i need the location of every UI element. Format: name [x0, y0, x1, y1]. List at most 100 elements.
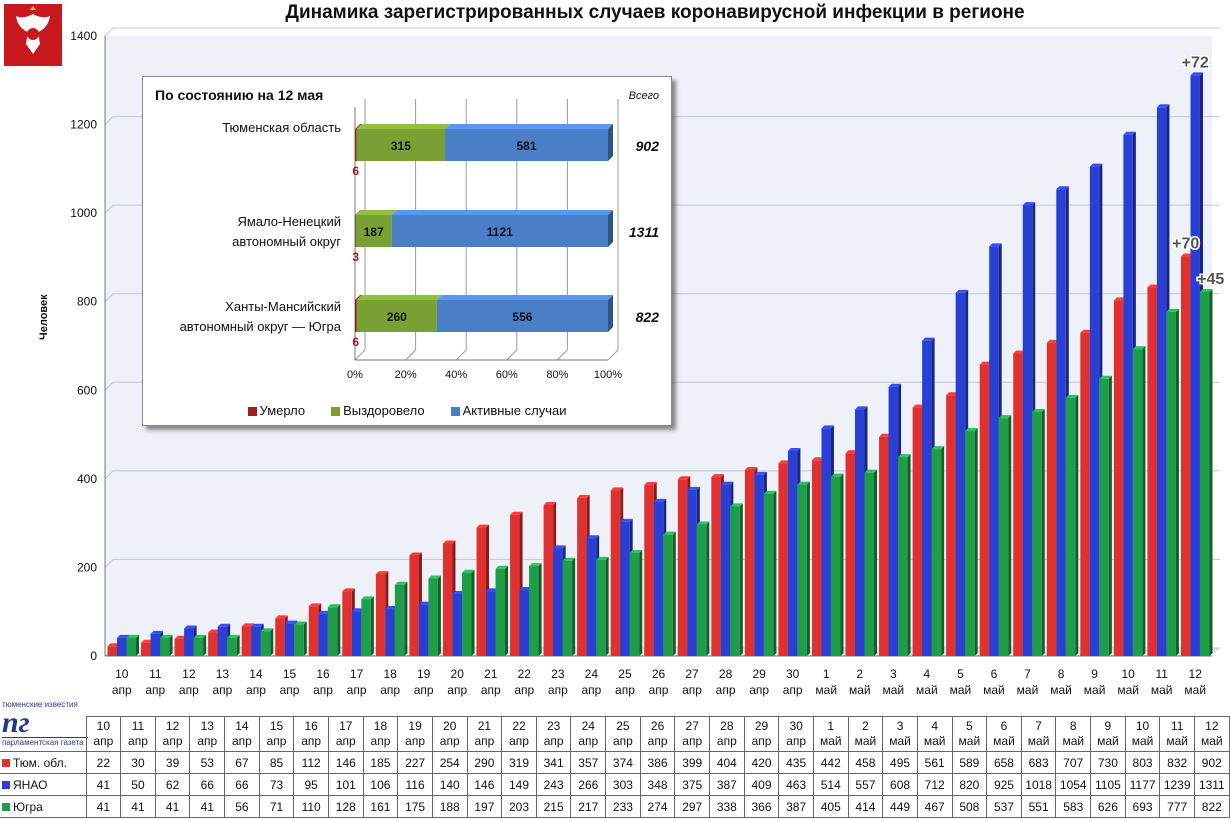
- yanao-bar-top: [251, 623, 264, 627]
- table-row: Тюм. обл. 22 30 39 53 67 85 112 146 185 227 254 290 3…: [0, 751, 1230, 774]
- table-cell: 41: [189, 795, 226, 818]
- yugra-bar: [193, 637, 204, 656]
- tyumen-bar-top: [409, 552, 422, 556]
- yugra-bar-side: [974, 428, 978, 656]
- tyumen-bar: [677, 479, 688, 656]
- inset-recovered-segment: [356, 129, 446, 161]
- table-cell: 357: [570, 751, 607, 774]
- tyumen-bar: [141, 642, 151, 656]
- table-cell: 348: [639, 773, 676, 796]
- table-cell: 366: [743, 795, 780, 818]
- table-cell: 41: [120, 795, 156, 818]
- yugra-bar: [394, 584, 405, 656]
- yanao-bar: [217, 626, 228, 656]
- tyumen-bar: [275, 618, 285, 656]
- table-cell: 707: [1055, 751, 1092, 774]
- yugra-bar-top: [193, 634, 207, 638]
- y-axis-label: Человек: [38, 294, 50, 340]
- table-cell: 803: [1124, 751, 1161, 774]
- table-cell: 233: [605, 795, 641, 818]
- table-cell: 243: [535, 773, 572, 796]
- yanao-bar: [687, 489, 697, 656]
- table-cell: 53: [189, 751, 226, 774]
- table-cell: 106: [362, 773, 399, 796]
- x-tick-month: апр: [749, 683, 769, 697]
- inset-row-label: Ямало-Ненецкий: [237, 214, 341, 229]
- legend-item-died: Умерло: [247, 403, 305, 418]
- inset-x-tick: 0%: [347, 369, 363, 381]
- inset-grid-diagonal: [455, 349, 467, 361]
- yanao-bar-top: [351, 608, 365, 612]
- yanao-bar: [150, 633, 161, 656]
- yugra-bar-top: [394, 581, 408, 585]
- tyumen-bar: [577, 497, 587, 656]
- table-cell: 112: [293, 751, 329, 774]
- x-tick-day: 27: [685, 667, 699, 681]
- yanao-bar: [1156, 107, 1167, 657]
- y-tick-label: 1000: [70, 206, 97, 220]
- yanao-bar-top: [787, 447, 801, 451]
- x-tick-day: 2: [856, 667, 863, 681]
- table-cell: 1311: [1194, 773, 1230, 796]
- table-cell: 405: [812, 795, 849, 818]
- table-cell: 1105: [1090, 773, 1126, 796]
- table-cell: 41: [85, 773, 122, 796]
- table-date-header: 11 май: [1159, 716, 1195, 752]
- yanao-bar: [821, 428, 831, 656]
- x-tick-day: 11: [1155, 667, 1168, 681]
- status-inset-chart: 0% 20% 40% 60% 80% 100% 315 581 6 902 Тюменская об…: [142, 76, 672, 426]
- inset-active-segment-top: [436, 295, 613, 300]
- table-cell: 1239: [1159, 773, 1195, 796]
- x-tick-month: апр: [581, 683, 601, 697]
- tyumen-bar: [174, 638, 185, 656]
- tyumen-bar-top: [778, 460, 791, 464]
- table-cell: 188: [431, 795, 468, 818]
- x-tick-month: май: [849, 683, 871, 697]
- page-title: Динамика зарегистрированных случаев коро…: [285, 2, 1025, 23]
- yugra-bar-top: [663, 531, 676, 535]
- inset-recovered-segment: [356, 300, 437, 332]
- tyumen-bar-top: [1180, 253, 1194, 257]
- yugra-bar-side: [1108, 375, 1112, 656]
- inset-total-label: Всего: [628, 90, 659, 102]
- x-tick-day: 21: [484, 667, 498, 681]
- tyumen-bar: [610, 490, 621, 656]
- table-date-header: 3 май: [882, 716, 918, 752]
- table-date-header: 10 апр: [85, 716, 122, 752]
- table-header-row: 10 апр 11 апр 12 апр 13 апр 14 апр 15 апр 16 апр 17 апр…: [0, 716, 1230, 752]
- x-tick-month: апр: [481, 683, 501, 697]
- x-tick-day: 29: [752, 667, 766, 681]
- yugra-bar-top: [529, 563, 542, 567]
- logo-mark: пг: [2, 706, 30, 739]
- inset-grid-diagonal: [607, 349, 619, 361]
- table-cell: 495: [882, 751, 918, 774]
- inset-value-label: 1121: [487, 225, 513, 239]
- yanao-bar: [284, 623, 295, 656]
- yanao-bar-top: [922, 337, 935, 341]
- yanao-bar: [1190, 75, 1200, 656]
- tyumen-bar: [442, 543, 453, 656]
- x-tick-day: 6: [991, 667, 998, 681]
- table-cell: 73: [258, 773, 295, 796]
- yugra-bar-top: [495, 565, 509, 569]
- tyumen-bar-top: [610, 487, 624, 491]
- table-cell: 274: [639, 795, 676, 818]
- table-cell: 1177: [1124, 773, 1161, 796]
- yugra-bar: [160, 637, 170, 656]
- yugra-bar-side: [1175, 308, 1179, 656]
- yanao-bar: [486, 591, 496, 656]
- x-tick-month: апр: [347, 683, 367, 697]
- yugra-bar-side: [538, 563, 542, 656]
- tyumen-bar: [375, 574, 386, 656]
- yanao-bar: [452, 594, 462, 656]
- x-tick-day: 10: [1121, 667, 1135, 681]
- yanao-bar-top: [385, 606, 398, 610]
- table-date-header: 22 апр: [501, 716, 537, 752]
- table-date-header: 5 май: [951, 716, 988, 752]
- yanao-bar-top: [754, 471, 767, 475]
- x-tick-month: май: [815, 683, 837, 697]
- yugra-bar: [1032, 411, 1042, 656]
- tyumen-bar: [510, 514, 520, 656]
- table-cell: 508: [951, 795, 988, 818]
- yanao-bar-top: [855, 406, 868, 410]
